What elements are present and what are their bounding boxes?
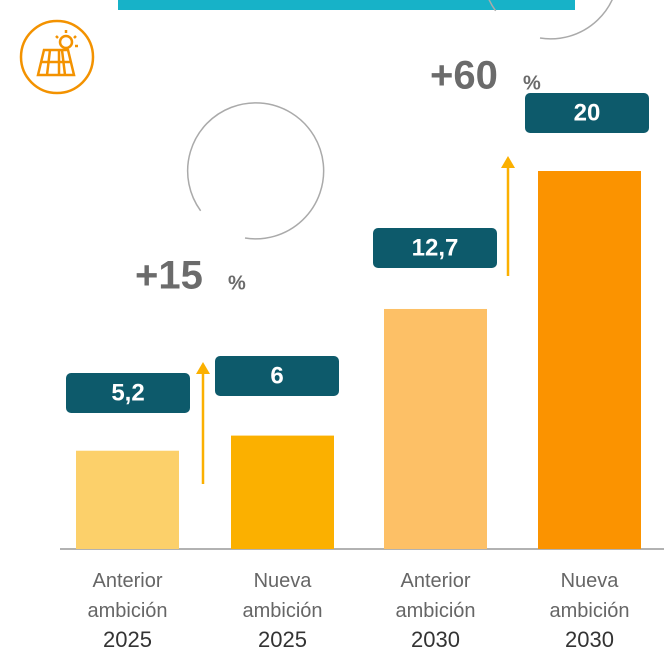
bar	[538, 171, 641, 549]
annotation-unit: %	[228, 272, 246, 294]
bar	[231, 435, 334, 549]
x-tick-year: 2025	[258, 627, 307, 652]
value-label: 6	[270, 362, 283, 389]
x-tick-year: 2030	[411, 627, 460, 652]
value-label-box	[215, 356, 339, 396]
bar	[384, 308, 487, 549]
bar	[76, 450, 179, 549]
value-label: 5,2	[111, 379, 144, 406]
annotation: +15	[135, 254, 203, 298]
annotation-circle	[488, 0, 613, 40]
x-tick-label: Anterior ambición	[87, 570, 168, 622]
x-tick-year: 2030	[565, 627, 614, 652]
value-label: 20	[574, 99, 601, 126]
solar-icon	[19, 19, 95, 95]
value-label-box	[66, 373, 190, 413]
x-tick-label: Anterior ambición	[395, 570, 476, 622]
arrow-head	[501, 156, 515, 168]
annotation-circle	[186, 102, 325, 240]
arrow-head	[196, 362, 210, 374]
value-label-box	[373, 228, 497, 268]
x-tick-year: 2025	[103, 627, 152, 652]
x-tick-label: Nueva ambición	[242, 570, 323, 622]
value-label-box	[525, 93, 649, 133]
annotation: +60	[430, 54, 498, 98]
top-bar	[118, 0, 575, 10]
annotation-unit: %	[523, 72, 541, 94]
value-label: 12,7	[412, 234, 459, 261]
x-tick-label: Nueva ambición	[549, 570, 630, 622]
